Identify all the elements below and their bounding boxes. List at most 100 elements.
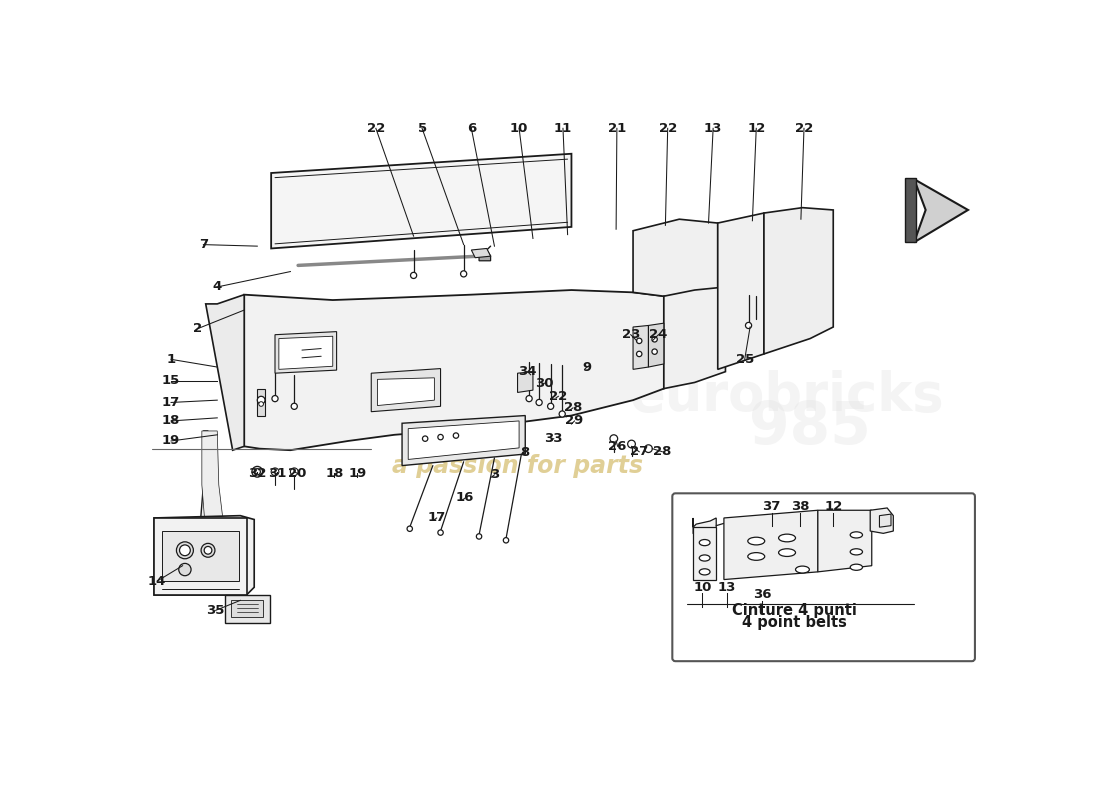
Text: 17: 17	[162, 396, 180, 409]
Text: 28: 28	[564, 402, 582, 414]
Ellipse shape	[779, 534, 795, 542]
Text: 11: 11	[554, 122, 572, 135]
Circle shape	[453, 433, 459, 438]
Polygon shape	[408, 421, 519, 459]
Polygon shape	[202, 431, 227, 589]
Circle shape	[407, 526, 412, 531]
Text: 9: 9	[582, 361, 592, 374]
Text: 33: 33	[544, 432, 563, 445]
Text: 23: 23	[621, 328, 640, 341]
Circle shape	[526, 395, 532, 402]
Text: 22: 22	[549, 390, 568, 403]
Ellipse shape	[779, 549, 795, 557]
Polygon shape	[693, 518, 716, 537]
Ellipse shape	[700, 539, 711, 546]
Circle shape	[637, 338, 642, 343]
Polygon shape	[870, 508, 893, 534]
Polygon shape	[162, 531, 239, 581]
Text: 29: 29	[565, 414, 584, 427]
Ellipse shape	[850, 549, 862, 555]
Circle shape	[271, 468, 279, 476]
Text: 28: 28	[653, 446, 671, 458]
Ellipse shape	[795, 566, 810, 573]
Text: 22: 22	[659, 122, 676, 135]
Circle shape	[410, 272, 417, 278]
Text: 20: 20	[288, 467, 307, 480]
Text: 16: 16	[456, 491, 474, 505]
Polygon shape	[206, 294, 244, 450]
Circle shape	[252, 466, 263, 477]
Polygon shape	[472, 249, 491, 258]
Polygon shape	[244, 290, 664, 450]
Text: 34: 34	[518, 365, 537, 378]
Text: 36: 36	[754, 589, 772, 602]
Circle shape	[652, 349, 658, 354]
Circle shape	[201, 543, 214, 558]
Text: 25: 25	[736, 353, 754, 366]
Polygon shape	[275, 332, 337, 373]
Ellipse shape	[850, 564, 862, 570]
Polygon shape	[224, 595, 270, 623]
Text: 4: 4	[212, 281, 222, 294]
Circle shape	[179, 545, 190, 556]
Text: 31: 31	[268, 467, 286, 480]
Polygon shape	[257, 389, 265, 415]
Circle shape	[548, 403, 553, 410]
Text: 8: 8	[520, 446, 530, 459]
Circle shape	[422, 436, 428, 442]
Polygon shape	[880, 514, 891, 527]
Polygon shape	[763, 208, 834, 354]
Text: 22: 22	[366, 122, 385, 135]
Polygon shape	[377, 378, 434, 406]
Text: 19: 19	[162, 434, 180, 447]
Polygon shape	[271, 154, 572, 249]
Text: eurobricks: eurobricks	[629, 370, 945, 422]
Text: 32: 32	[249, 467, 266, 480]
Circle shape	[178, 563, 191, 576]
Circle shape	[290, 468, 298, 476]
Circle shape	[628, 440, 636, 448]
Polygon shape	[279, 336, 332, 370]
Text: a passion for parts: a passion for parts	[392, 454, 644, 478]
Polygon shape	[480, 251, 491, 261]
Text: 17: 17	[428, 511, 446, 525]
Ellipse shape	[700, 569, 711, 575]
Circle shape	[292, 403, 297, 410]
Circle shape	[652, 337, 658, 342]
Circle shape	[637, 351, 642, 357]
Text: Cinture 4 punti: Cinture 4 punti	[733, 603, 857, 618]
Text: 30: 30	[536, 377, 553, 390]
Polygon shape	[905, 178, 916, 242]
Ellipse shape	[700, 555, 711, 561]
Polygon shape	[914, 179, 968, 242]
Circle shape	[254, 469, 261, 475]
Text: 6: 6	[466, 122, 476, 135]
Text: 13: 13	[704, 122, 723, 135]
Circle shape	[746, 322, 751, 329]
Text: 12: 12	[824, 500, 843, 513]
Text: 21: 21	[608, 122, 626, 135]
Text: 26: 26	[608, 440, 627, 453]
Text: 12: 12	[747, 122, 766, 135]
Text: 3: 3	[490, 468, 499, 482]
Polygon shape	[192, 431, 218, 589]
Text: 985: 985	[749, 398, 871, 456]
Ellipse shape	[850, 532, 862, 538]
Text: 27: 27	[630, 446, 648, 458]
Text: 1: 1	[166, 353, 176, 366]
Polygon shape	[231, 600, 264, 618]
Circle shape	[476, 534, 482, 539]
Circle shape	[536, 399, 542, 406]
Text: 5: 5	[418, 122, 427, 135]
Polygon shape	[717, 213, 763, 370]
Polygon shape	[372, 369, 440, 412]
Circle shape	[176, 542, 194, 558]
Circle shape	[461, 270, 466, 277]
Text: 2: 2	[194, 322, 202, 335]
Ellipse shape	[748, 553, 764, 560]
Circle shape	[504, 538, 508, 543]
Circle shape	[438, 530, 443, 535]
Text: 4 point belts: 4 point belts	[742, 615, 847, 630]
Polygon shape	[634, 326, 649, 370]
Text: 18: 18	[326, 467, 343, 480]
